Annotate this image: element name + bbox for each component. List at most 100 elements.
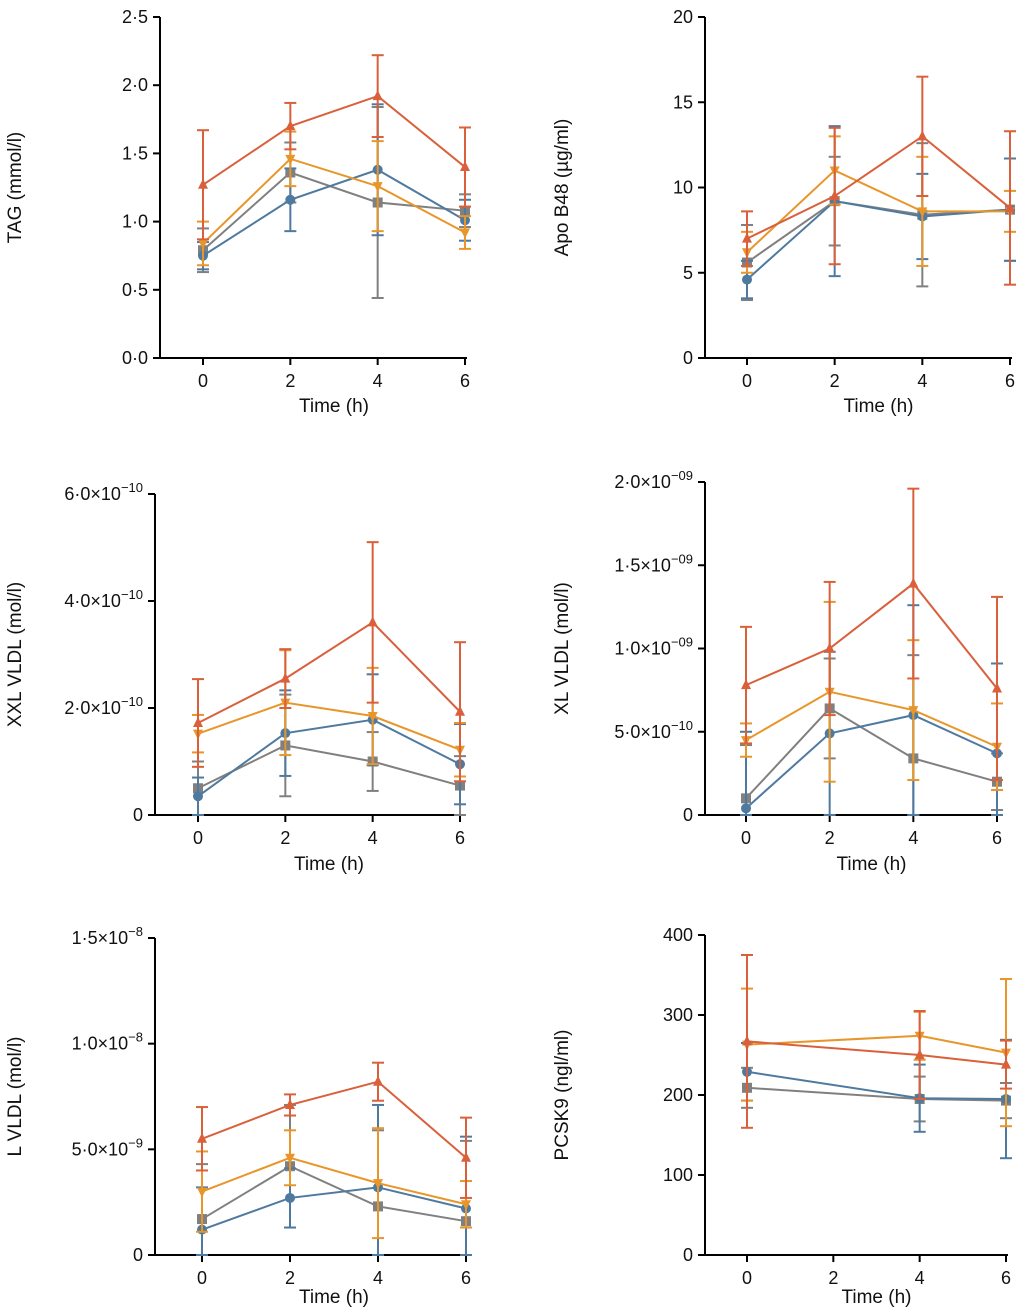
series-gray (741, 1066, 1012, 1123)
y-tick-label: 300 (663, 1005, 693, 1025)
y-tick-base: 15 (673, 92, 693, 112)
data-point (460, 228, 470, 239)
y-tick-label: 1·0×10−8 (72, 1030, 143, 1054)
x-tick-label: 6 (460, 371, 470, 391)
y-tick-label: 0·5 (122, 280, 148, 300)
data-point (741, 803, 751, 814)
x-axis-title: Time (h) (299, 396, 369, 417)
data-point (285, 194, 296, 205)
series-red (192, 541, 466, 783)
x-tick-label: 2 (285, 1268, 295, 1288)
x-tick-label: 0 (198, 371, 208, 391)
series-red (196, 1061, 472, 1199)
y-tick-label: 2·0 (122, 75, 148, 95)
x-axis-title: Time (h) (299, 1287, 369, 1308)
y-tick-label: 5·0×10−10 (614, 718, 693, 742)
y-tick-base: 10 (673, 178, 693, 198)
series-orange (196, 1127, 472, 1240)
y-tick-base: 5·0×10 (614, 722, 671, 742)
series-line (746, 200, 1011, 264)
data-point (742, 1035, 752, 1046)
data-point (461, 1151, 471, 1162)
data-point (824, 642, 835, 653)
y-axis-title: Apo B48 (µg/ml) (552, 119, 573, 257)
y-tick-exponent: −09 (671, 468, 693, 483)
y-tick-base: 1·5 (122, 143, 148, 163)
y-tick-base: 4·0×10 (64, 591, 121, 611)
series-line (745, 714, 998, 810)
series-gray (740, 654, 1003, 816)
y-tick-base: 2·0×10 (614, 472, 671, 492)
series-line (746, 135, 1011, 240)
series-orange (741, 135, 1016, 274)
data-point (285, 120, 296, 131)
data-point (1001, 1058, 1011, 1069)
series-line (746, 1070, 1007, 1100)
x-axis-title: Time (h) (294, 854, 364, 875)
y-tick-exponent: −9 (128, 1135, 143, 1150)
series-line (201, 1165, 467, 1223)
data-point (461, 1200, 471, 1211)
data-point (367, 616, 378, 627)
series-red (740, 487, 1003, 782)
x-tick-label: 4 (917, 371, 927, 391)
x-tick-label: 2 (830, 371, 840, 391)
y-tick-base: 0 (683, 1245, 693, 1265)
series-line (202, 157, 466, 245)
data-point (197, 1187, 207, 1198)
data-point (917, 130, 928, 141)
data-point (741, 679, 751, 690)
y-tick-base: 0 (683, 348, 693, 368)
y-tick-label: 15 (673, 92, 693, 112)
series-blue (192, 673, 466, 816)
y-tick-label: 2·0×10−09 (614, 468, 693, 492)
data-point (285, 1153, 295, 1164)
x-tick-label: 6 (461, 1268, 471, 1288)
y-tick-label: 0 (683, 1245, 693, 1265)
y-axis-title: TAG (mmol/l) (5, 132, 26, 244)
data-point (197, 1132, 207, 1143)
y-tick-base: 1·0 (122, 212, 148, 232)
y-axis-title: XL VLDL (mol/l) (552, 582, 573, 715)
data-point (460, 161, 470, 172)
y-tick-base: 20 (673, 7, 693, 27)
series-line (745, 690, 998, 748)
data-point (829, 190, 840, 201)
y-tick-base: 200 (663, 1085, 693, 1105)
y-axis-title: PCSK9 (ngl/ml) (552, 1030, 573, 1161)
y-tick-base: 2·0 (122, 75, 148, 95)
x-tick-label: 2 (280, 828, 290, 848)
y-tick-label: 1·5 (122, 143, 148, 163)
x-tick-label: 4 (908, 828, 918, 848)
y-tick-exponent: −8 (128, 1030, 143, 1045)
x-tick-label: 0 (193, 828, 203, 848)
y-tick-exponent: −09 (671, 635, 693, 650)
x-tick-label: 4 (915, 1268, 925, 1288)
data-point (372, 90, 383, 101)
y-tick-base: 6·0×10 (64, 484, 121, 504)
x-tick-label: 0 (742, 1268, 752, 1288)
y-tick-label: 200 (663, 1085, 693, 1105)
data-point (455, 705, 465, 716)
y-tick-label: 0 (133, 805, 143, 825)
y-tick-label: 0 (683, 348, 693, 368)
y-axis-title: L VLDL (mol/l) (5, 1036, 26, 1156)
series-line (197, 621, 461, 724)
data-point (908, 577, 919, 588)
x-tick-label: 0 (742, 371, 752, 391)
series-orange (192, 649, 466, 778)
data-point (914, 1049, 925, 1059)
panel-1: 0·0 0·5 1·0 1·5 2·0 2·5 0 2 4 6 Time (h) TAG (mmol/… (5, 7, 471, 417)
data-point (373, 1179, 383, 1190)
series-line (746, 200, 1011, 281)
data-point (280, 672, 291, 683)
series-blue (740, 604, 1003, 816)
x-tick-label: 4 (373, 371, 383, 391)
series-line (201, 1156, 467, 1206)
data-point (367, 712, 378, 723)
y-tick-label: 100 (663, 1165, 693, 1185)
y-tick-label: 2·0×10−10 (64, 694, 143, 718)
data-point (193, 791, 203, 802)
